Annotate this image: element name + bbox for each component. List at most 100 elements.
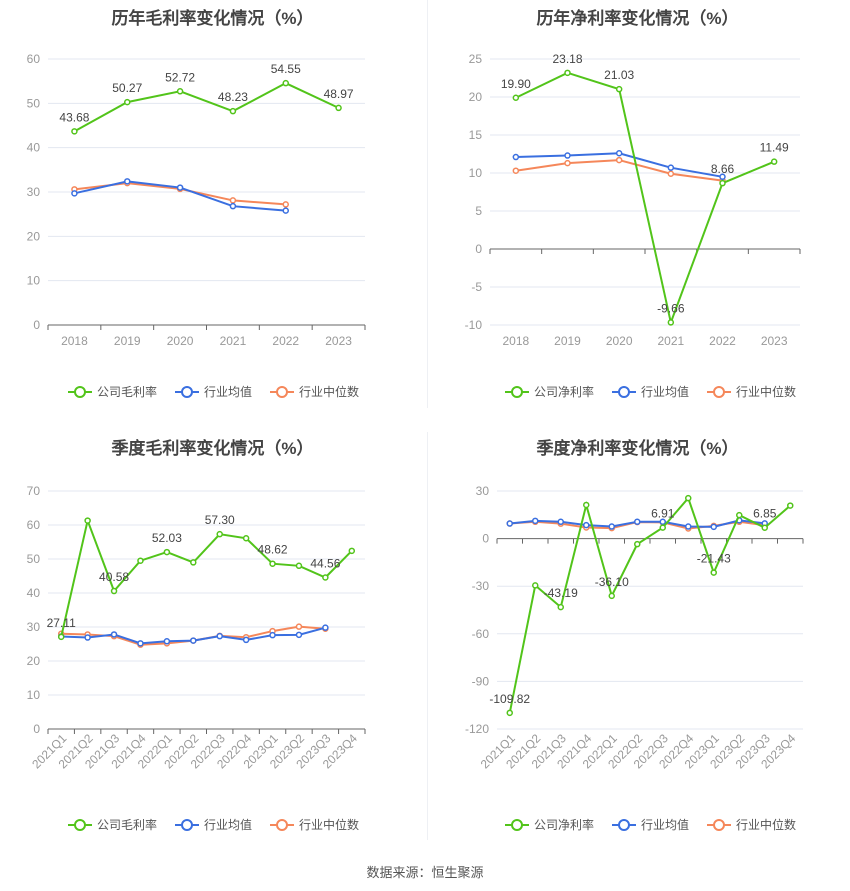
data-point xyxy=(710,523,717,531)
legend-item[interactable]: 公司毛利率 xyxy=(68,816,157,833)
data-point xyxy=(322,624,329,631)
legend-item[interactable]: 行业中位数 xyxy=(707,383,796,400)
legend-item[interactable]: 公司毛利率 xyxy=(68,383,157,400)
legend-label: 公司毛利率 xyxy=(97,385,158,399)
data-point xyxy=(242,535,250,542)
data-point xyxy=(736,511,743,519)
data-label: 52.03 xyxy=(152,531,182,545)
data-point xyxy=(163,638,171,645)
y-tick-label: -5 xyxy=(471,280,482,294)
data-point xyxy=(564,69,571,77)
legend-item[interactable]: 行业均值 xyxy=(612,816,689,833)
legend-marker-icon xyxy=(68,818,92,831)
data-label: 40.58 xyxy=(99,570,129,584)
data-point xyxy=(608,592,615,600)
data-label: 57.30 xyxy=(205,513,235,527)
data-label: 48.23 xyxy=(218,90,248,104)
data-label: 48.97 xyxy=(324,87,354,101)
x-tick-label: 2021 xyxy=(220,334,247,348)
data-point xyxy=(322,574,329,581)
data-label: -36.10 xyxy=(595,575,629,589)
y-tick-label: -60 xyxy=(472,627,490,641)
y-tick-label: 0 xyxy=(482,532,489,546)
data-point xyxy=(557,603,564,611)
data-point xyxy=(667,164,675,171)
legend-item[interactable]: 公司净利率 xyxy=(505,816,594,833)
y-tick-label: -90 xyxy=(472,674,490,688)
data-point xyxy=(84,634,91,641)
y-tick-label: 0 xyxy=(33,722,40,736)
data-point xyxy=(295,562,303,570)
data-point xyxy=(770,158,778,165)
y-tick-label: 20 xyxy=(27,654,41,668)
x-tick-label: 2021 xyxy=(657,334,684,348)
series-line-0 xyxy=(515,71,775,326)
divider xyxy=(427,432,428,840)
legend-marker-icon xyxy=(270,818,295,831)
y-tick-label: 0 xyxy=(33,318,40,332)
data-point xyxy=(110,631,118,638)
data-label: -21.43 xyxy=(697,552,731,566)
data-point xyxy=(564,152,571,159)
data-point xyxy=(282,79,289,87)
legend-item[interactable]: 公司净利率 xyxy=(505,383,594,400)
data-point xyxy=(512,94,520,102)
y-tick-label: 25 xyxy=(469,52,483,66)
data-point xyxy=(685,523,692,530)
y-tick-label: 10 xyxy=(27,688,41,702)
x-tick-label: 2020 xyxy=(167,334,194,348)
data-point xyxy=(71,128,78,135)
legend-item[interactable]: 行业中位数 xyxy=(270,816,359,833)
data-label: 6.91 xyxy=(651,507,675,521)
data-label: 6.85 xyxy=(753,507,777,521)
data-label: 52.72 xyxy=(165,70,195,84)
data-label: 27.11 xyxy=(47,616,76,630)
legend: 公司毛利率 行业均值 行业中位数 xyxy=(68,383,359,400)
legend-item[interactable]: 行业均值 xyxy=(612,383,689,400)
x-tick-label: 2019 xyxy=(114,334,141,348)
data-point xyxy=(137,557,144,564)
legend-item[interactable]: 行业均值 xyxy=(175,383,252,400)
data-label: 44.56 xyxy=(310,556,340,570)
data-point xyxy=(685,494,692,502)
data-point xyxy=(348,547,356,555)
legend-item[interactable]: 行业均值 xyxy=(175,816,252,833)
legend-marker-icon xyxy=(270,385,295,398)
x-tick-label: 2019 xyxy=(554,334,581,348)
data-point xyxy=(667,319,675,326)
data-point xyxy=(216,632,223,640)
legend-item[interactable]: 行业中位数 xyxy=(270,383,359,400)
legend-label: 行业均值 xyxy=(641,385,690,399)
legend-item[interactable]: 行业中位数 xyxy=(707,816,796,833)
data-point xyxy=(269,560,276,567)
data-point xyxy=(532,582,539,589)
data-point xyxy=(176,88,184,95)
x-tick-label: 2020 xyxy=(606,334,633,348)
data-label: 48.62 xyxy=(258,543,288,557)
y-tick-label: 30 xyxy=(27,185,41,199)
x-tick-label: 2023 xyxy=(761,334,788,348)
y-tick-label: 10 xyxy=(469,166,483,180)
data-label: 8.66 xyxy=(711,162,735,176)
y-tick-label: 20 xyxy=(469,90,483,104)
data-point xyxy=(282,207,289,214)
legend-label: 行业中位数 xyxy=(299,385,360,399)
data-point xyxy=(229,107,237,115)
data-label: 11.49 xyxy=(760,141,789,155)
y-tick-label: -30 xyxy=(472,579,490,593)
data-label: 50.27 xyxy=(112,81,142,95)
legend-marker-icon xyxy=(707,385,732,398)
legend-label: 公司毛利率 xyxy=(97,818,158,832)
data-label: -43.19 xyxy=(544,586,578,600)
data-point xyxy=(295,623,303,630)
x-tick-label: 2022 xyxy=(272,334,299,348)
data-point xyxy=(506,520,513,527)
y-tick-label: -120 xyxy=(465,722,489,736)
data-point xyxy=(190,559,197,566)
y-tick-label: 5 xyxy=(475,204,482,218)
y-tick-label: -10 xyxy=(465,318,483,332)
y-tick-label: 50 xyxy=(27,96,41,110)
legend-marker-icon xyxy=(505,385,529,398)
legend-marker-icon xyxy=(612,385,637,398)
